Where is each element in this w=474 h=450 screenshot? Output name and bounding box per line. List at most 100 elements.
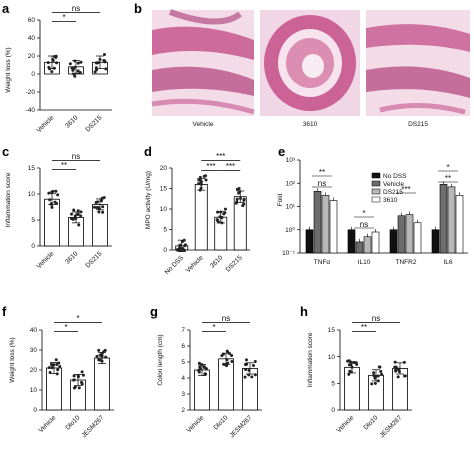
ylabel-e: Fold (277, 193, 284, 206)
data-point-d (175, 248, 179, 252)
data-point-a (54, 55, 58, 59)
data-point-g (253, 373, 257, 377)
sig-label-d: *** (206, 162, 215, 171)
data-point-f (80, 370, 84, 374)
legend-swatch-e (371, 196, 381, 203)
data-point-g (224, 363, 228, 367)
bar-e-1-2 (363, 236, 372, 254)
data-point-g (204, 372, 208, 376)
data-point-f (55, 372, 59, 376)
data-point-h (354, 361, 358, 365)
data-point-c (79, 214, 83, 218)
data-point-f (55, 362, 59, 366)
data-point-g (243, 375, 247, 379)
data-point-f (76, 375, 80, 379)
xtick-label-e: TNFR2 (396, 259, 417, 266)
histology-ds215-image (366, 10, 470, 116)
data-point-f (50, 366, 54, 370)
xtick-label-a: 3610 (64, 114, 79, 129)
data-point-g (225, 349, 229, 353)
data-point-h (376, 379, 380, 383)
sig-label-e: ns (318, 179, 326, 188)
legend-label-e: Vehicle (383, 181, 404, 188)
data-point-c (54, 189, 58, 193)
xtick-label-h: JESM267 (379, 414, 404, 439)
ytick-label-g: 2 (181, 407, 185, 414)
data-point-h (349, 370, 353, 374)
xtick-label-g: JESM267 (229, 414, 254, 439)
data-point-d (220, 221, 224, 225)
bar-e-3-0 (431, 229, 440, 254)
data-point-h (349, 363, 353, 367)
legend-label-e: 3610 (383, 197, 398, 204)
data-point-f (98, 353, 102, 357)
xtick-label-e: IL6 (443, 259, 452, 266)
data-point-d (183, 244, 187, 248)
bar-e-3-3 (455, 195, 464, 254)
bar-e-2-2 (405, 214, 414, 254)
data-point-f (56, 368, 60, 372)
panel-d: d MPO activity (U/mg) 20 15 10 5 0 No DSS Veh… (144, 144, 250, 276)
data-point-d (223, 211, 227, 215)
data-point-c (47, 191, 51, 195)
ytick-label-e: 10⁰ (285, 226, 295, 234)
xtick-label-c: 3610 (64, 250, 79, 265)
panel-letter-h: h (300, 304, 308, 319)
ytick-label-d: 20 (160, 165, 168, 172)
bar-e-0-3 (329, 200, 338, 254)
ytick-label-g: 7 (181, 327, 185, 334)
panel-letter-e: e (278, 144, 285, 159)
legend-swatch-e (371, 172, 381, 179)
data-point-h (403, 374, 407, 378)
panel-f: f Weight loss (%) 40 30 20 10 0 Vehicle Dlo10… (2, 304, 114, 439)
xtick-label-c: DS215 (84, 250, 103, 269)
data-point-c (72, 208, 76, 212)
data-point-a (93, 70, 97, 74)
xtick-label-a: Vehicle (36, 114, 56, 134)
panel-b: b Vehicle 3610 DS215 (134, 1, 470, 128)
data-point-a (73, 59, 77, 63)
data-point-g (220, 354, 224, 358)
data-point-a (68, 62, 72, 66)
bar-h-0 (344, 366, 360, 411)
data-point-d (178, 246, 182, 250)
data-point-a (102, 58, 106, 62)
ytick-label-d: 5 (163, 227, 167, 234)
xtick-label-f: JESM267 (81, 414, 106, 439)
data-point-d (178, 243, 182, 247)
data-point-h (372, 371, 376, 375)
data-point-a (104, 67, 108, 71)
data-point-h (347, 372, 351, 376)
ytick-label-c: 5 (31, 217, 35, 224)
data-point-d (182, 248, 186, 252)
xtick-label-d: No DSS (164, 254, 186, 276)
data-point-a (76, 61, 80, 65)
sig-label-a: * (62, 13, 65, 22)
ytick-label-d: 15 (160, 186, 168, 193)
xtick-label-a: DS215 (84, 114, 103, 133)
sig-label-e: *** (401, 185, 410, 194)
data-point-d (178, 248, 182, 252)
xtick-label-e: IL10 (358, 259, 371, 266)
ylabel-f: Weight loss (%) (9, 337, 16, 382)
data-point-a (55, 61, 59, 65)
sig-label-c: ns (72, 152, 80, 161)
data-point-g (197, 361, 201, 365)
bar-e-0-0 (305, 229, 314, 254)
bar-e-2-1 (397, 215, 406, 254)
histology-caption-3610: 3610 (303, 121, 318, 128)
bar-d-1 (194, 183, 208, 251)
ytick-label-h: 0 (331, 407, 335, 414)
bar-e-2-0 (389, 229, 398, 254)
data-point-c (48, 198, 52, 202)
sig-label-e: ** (445, 174, 451, 183)
ytick-label-a: 40 (28, 35, 36, 42)
data-point-c (73, 214, 77, 218)
data-point-a (94, 61, 98, 65)
data-point-c (74, 217, 78, 221)
ytick-label-f: 40 (30, 327, 38, 334)
data-point-g (228, 351, 232, 355)
data-point-f (72, 378, 76, 382)
